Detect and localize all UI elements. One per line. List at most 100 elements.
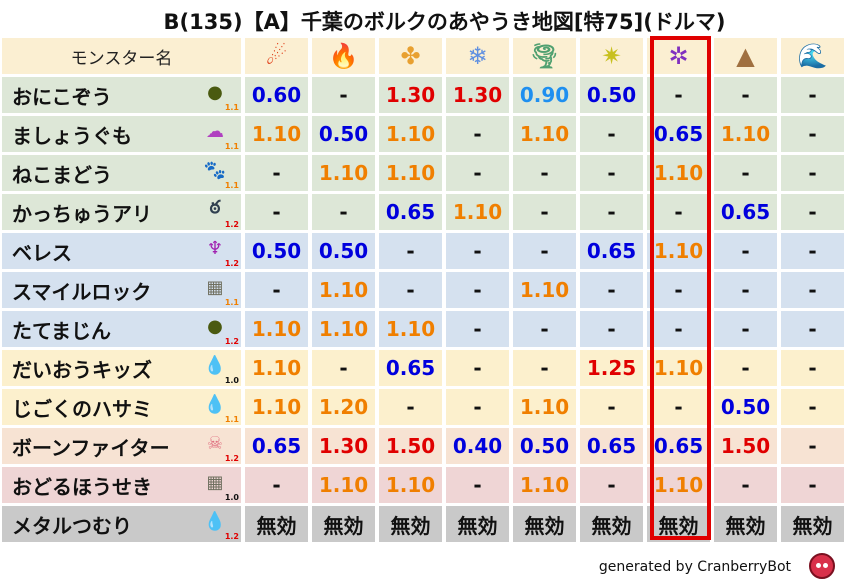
value-cell: 無効 [714,506,777,542]
header-monster-name: モンスター名 [2,38,241,74]
value-cell: - [781,77,844,113]
value-cell: 無効 [513,506,576,542]
value-cell: - [781,389,844,425]
cloud-monster-icon: ☁ [206,120,224,142]
slime-green-icon: ● [207,81,223,103]
water-drop-icon: 💧 [203,354,227,376]
value-cell: 1.10 [379,311,442,347]
monster-name: ボーンファイター [12,435,170,460]
value-cell: 0.90 [513,77,576,113]
value-cell: 1.10 [379,467,442,503]
value-cell: - [379,389,442,425]
value-cell: - [647,194,710,230]
monster-name: メタルつむり [12,513,132,538]
value-cell: - [379,233,442,269]
header-element-8: 🌊 [781,38,844,74]
version-badge: 1.2 [224,337,239,346]
value-cell: - [714,311,777,347]
value-cell: 1.10 [446,194,509,230]
value-cell: - [312,350,375,386]
value-cell: - [379,272,442,308]
value-cell: - [714,77,777,113]
dark-icon: ✲ [668,42,689,70]
header-element-4: 🌪 [513,38,576,74]
value-cell: - [513,233,576,269]
value-cell: - [580,116,643,152]
value-cell: 0.65 [647,116,710,152]
value-cell: - [446,389,509,425]
water-icon: 🌊 [797,42,828,70]
value-cell: - [781,428,844,464]
version-badge: 1.1 [224,298,239,307]
value-cell: 0.50 [580,77,643,113]
value-cell: - [647,272,710,308]
value-cell: 無効 [781,506,844,542]
header-element-7: ▲ [714,38,777,74]
monster-name: おどるほうせき [12,474,152,499]
fireball-icon: ☄ [265,42,288,70]
monster-name: たてまじん [12,318,111,343]
cranberry-bot-icon [809,553,835,579]
value-cell: 無効 [379,506,442,542]
paw-icon: 🐾 [203,159,227,181]
value-cell: 1.50 [714,428,777,464]
value-cell: 無効 [245,506,308,542]
value-cell: 0.50 [714,389,777,425]
value-cell: - [781,467,844,503]
version-badge: 1.2 [224,454,239,463]
value-cell: - [580,389,643,425]
insect-icon: ఠ [209,196,221,218]
footer-credit: generated by CranberryBot [598,559,791,575]
value-cell: 0.65 [379,194,442,230]
value-cell: 0.65 [647,428,710,464]
value-cell: - [245,272,308,308]
value-cell: - [580,311,643,347]
value-cell: 無効 [312,506,375,542]
monster-name: じごくのハサミ [12,396,152,421]
value-cell: 1.10 [245,311,308,347]
value-cell: - [580,272,643,308]
value-cell: 1.10 [513,389,576,425]
monster-name-cell: たてまじん ● 1.2 [2,311,241,347]
skull-icon: ☠ [206,432,224,454]
monster-name-cell: だいおうキッズ 💧 1.0 [2,350,241,386]
value-cell: 0.65 [379,350,442,386]
value-cell: 1.10 [647,467,710,503]
value-cell: - [714,350,777,386]
monster-name-cell: かっちゅうアリ ఠ 1.2 [2,194,241,230]
value-cell: 1.10 [513,272,576,308]
value-cell: 1.10 [513,467,576,503]
value-cell: 1.50 [379,428,442,464]
value-cell: 1.10 [245,389,308,425]
value-cell: - [714,272,777,308]
monster-name: かっちゅうアリ [12,201,152,226]
explosion-icon: ✤ [400,42,421,70]
monster-name-cell: ましょうぐも ☁ 1.1 [2,116,241,152]
value-cell: - [446,272,509,308]
value-cell: 0.50 [312,116,375,152]
value-cell: 1.10 [647,233,710,269]
header-element-0: ☄ [245,38,308,74]
version-badge: 1.1 [224,142,239,151]
version-badge: 1.1 [224,181,239,190]
value-cell: - [781,233,844,269]
value-cell: - [781,350,844,386]
monster-name-cell: じごくのハサミ 💧 1.1 [2,389,241,425]
version-badge: 1.0 [224,376,239,385]
value-cell: - [446,350,509,386]
value-cell: 0.50 [245,233,308,269]
value-cell: - [513,311,576,347]
value-cell: 1.10 [379,155,442,191]
header-element-1: 🔥 [312,38,375,74]
value-cell: 1.10 [312,467,375,503]
header-element-3: ❄ [446,38,509,74]
value-cell: 0.65 [580,428,643,464]
value-cell: 0.40 [446,428,509,464]
value-cell: 1.10 [312,272,375,308]
flame-icon: 🔥 [328,42,359,70]
value-cell: 1.10 [245,116,308,152]
version-badge: 1.1 [224,415,239,424]
value-cell: - [714,467,777,503]
value-cell: - [781,116,844,152]
value-cell: 無効 [580,506,643,542]
